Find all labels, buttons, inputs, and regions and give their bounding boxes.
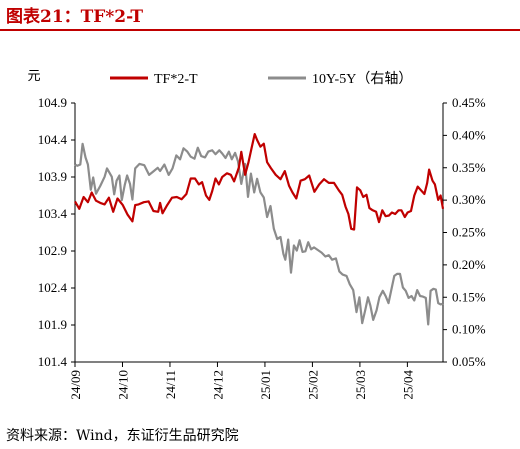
y-axis-label: 元 bbox=[27, 68, 40, 83]
line-chart: 104.9 104.4 103.9 103.4 102.9 102.4 101.9 101.4… bbox=[27, 68, 486, 400]
chart-title: 图表21：TF*2-T bbox=[6, 7, 143, 27]
y2-tick-label: 0.10% bbox=[452, 322, 486, 337]
source-note: 资料来源：Wind，东证衍生品研究院 bbox=[6, 428, 239, 444]
series-lines bbox=[74, 133, 445, 326]
y-tick-label: 102.4 bbox=[38, 280, 68, 295]
y2-tick-label: 0.35% bbox=[452, 160, 486, 175]
axes: 104.9 104.4 103.9 103.4 102.9 102.4 101.9 101.4… bbox=[38, 95, 486, 400]
y2-tick-label: 0.15% bbox=[452, 289, 486, 304]
y-tick-label: 101.9 bbox=[38, 317, 67, 332]
y2-tick-label: 0.45% bbox=[452, 95, 486, 110]
y2-tick-label: 0.05% bbox=[452, 354, 486, 369]
legend: TF*2-T 10Y-5Y（右轴） bbox=[110, 71, 412, 87]
x-tick-label: 25/02 bbox=[305, 370, 320, 400]
y2-tick-label: 0.20% bbox=[452, 257, 486, 272]
series-line-tf bbox=[74, 133, 445, 231]
legend-item-spread-label: 10Y-5Y（右轴） bbox=[312, 71, 412, 87]
y2-tick-label: 0.30% bbox=[452, 192, 486, 207]
title-rule bbox=[0, 29, 520, 31]
y-tick-label: 102.9 bbox=[38, 243, 67, 258]
x-tick-label: 25/01 bbox=[258, 370, 273, 400]
y-tick-label: 101.4 bbox=[38, 354, 68, 369]
y-tick-label: 103.9 bbox=[38, 169, 67, 184]
x-tick-label: 25/03 bbox=[353, 370, 368, 400]
series-line-spread bbox=[74, 142, 444, 326]
x-tick-label: 24/12 bbox=[210, 370, 225, 400]
y-tick-label: 104.9 bbox=[38, 95, 67, 110]
y-tick-label: 104.4 bbox=[38, 132, 68, 147]
legend-item-tf-label: TF*2-T bbox=[154, 72, 198, 87]
y-tick-label: 103.4 bbox=[38, 206, 68, 221]
x-tick-label: 25/04 bbox=[400, 370, 415, 400]
x-tick-label: 24/11 bbox=[163, 370, 178, 399]
x-tick-label: 24/10 bbox=[115, 370, 130, 400]
x-tick-label: 24/09 bbox=[68, 370, 83, 400]
y2-tick-label: 0.25% bbox=[452, 225, 486, 240]
y2-tick-label: 0.40% bbox=[452, 127, 486, 142]
